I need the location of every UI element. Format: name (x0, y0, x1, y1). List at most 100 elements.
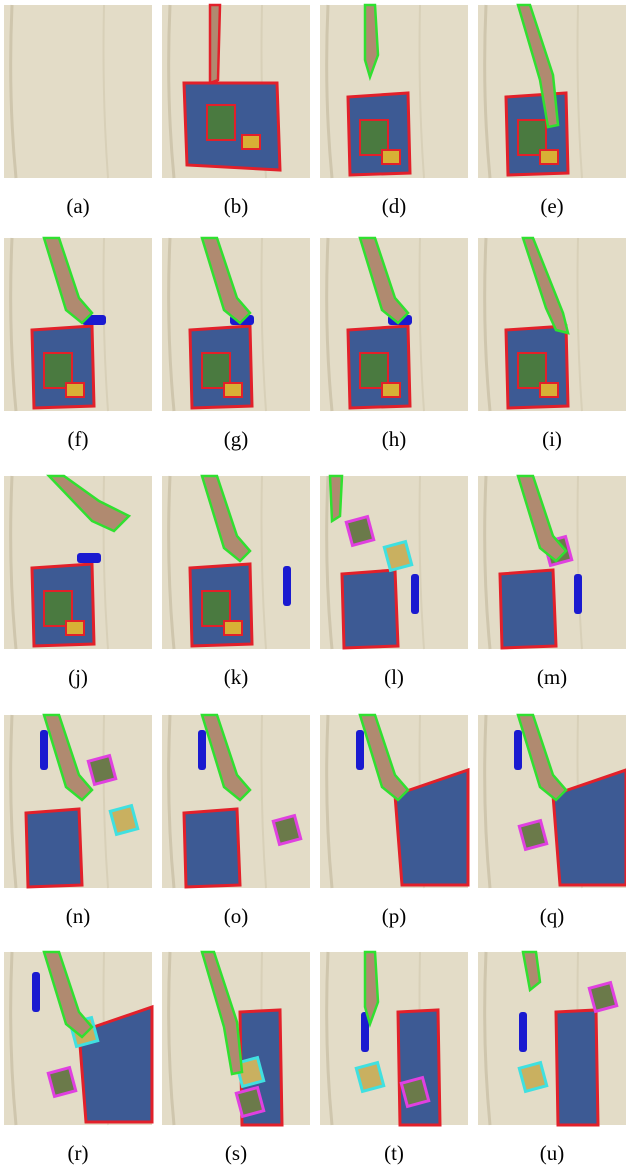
tool (361, 1012, 369, 1052)
tool (514, 730, 522, 770)
arm (200, 950, 244, 1076)
object-card (234, 1055, 266, 1089)
curtain-fold (102, 714, 109, 889)
curtain-fold (167, 951, 176, 1126)
panel-caption: (b) (224, 194, 249, 218)
panel-caption: (k) (224, 665, 249, 689)
board (393, 767, 470, 887)
panel (320, 236, 468, 412)
object-card (517, 1060, 549, 1094)
curtain-fold (325, 237, 334, 412)
panel-caption: (o) (224, 904, 249, 928)
object-card (517, 818, 549, 852)
board-box (65, 382, 85, 398)
panel (4, 4, 152, 179)
panel (478, 474, 626, 650)
object-card (344, 514, 376, 548)
panel-caption: (e) (540, 194, 563, 218)
object-card (354, 1060, 386, 1094)
object-card (271, 813, 303, 847)
arm (46, 474, 132, 533)
curtain-fold (325, 714, 334, 889)
board-box (381, 149, 401, 165)
arm (516, 713, 568, 802)
panel (478, 713, 626, 889)
panel (4, 236, 152, 412)
tool (40, 730, 48, 770)
curtain-fold (102, 237, 109, 412)
curtain-fold (9, 237, 18, 412)
panel (320, 950, 468, 1127)
arm (328, 474, 344, 524)
arm (42, 236, 94, 325)
panel (4, 713, 152, 889)
arm (358, 236, 410, 325)
object-card (587, 980, 619, 1014)
arm (516, 474, 568, 563)
object-card (234, 1085, 266, 1119)
panel (162, 474, 310, 650)
curtain-fold (9, 714, 18, 889)
board-box (241, 134, 261, 150)
tool (411, 574, 419, 614)
photo-background (320, 952, 468, 1125)
curtain-fold (102, 475, 109, 650)
curtain-fold (418, 475, 425, 650)
panel-caption: (h) (382, 427, 407, 451)
arm (208, 3, 222, 85)
board (396, 1008, 442, 1127)
curtain-fold (325, 475, 334, 650)
panel-caption: (g) (224, 427, 249, 451)
curtain-fold (9, 4, 18, 179)
board-box (223, 620, 243, 636)
board-box (539, 382, 559, 398)
object-card (108, 803, 140, 837)
object-card (86, 753, 118, 787)
tool (77, 553, 101, 563)
panel-caption: (s) (225, 1141, 247, 1165)
tool (283, 566, 291, 606)
panel (478, 236, 626, 412)
board (182, 807, 242, 889)
panel (478, 950, 626, 1127)
board (554, 1008, 600, 1127)
panel (4, 474, 152, 650)
panel-caption: (u) (540, 1141, 565, 1165)
curtain-fold (483, 4, 492, 179)
tool (32, 972, 40, 1012)
curtain-fold (418, 4, 425, 179)
arm (521, 236, 570, 335)
curtain-fold (9, 951, 18, 1126)
photo-background (4, 5, 152, 178)
tool (519, 1012, 527, 1052)
arm (200, 713, 252, 802)
board-card (206, 104, 236, 141)
panel (4, 950, 154, 1126)
panel-caption: (a) (66, 194, 89, 218)
panel-caption: (t) (384, 1141, 404, 1165)
curtain-fold (260, 475, 267, 650)
arm (42, 950, 94, 1039)
board-box (65, 620, 85, 636)
panel-caption: (i) (542, 427, 562, 451)
curtain-fold (576, 237, 583, 412)
panel (162, 3, 310, 179)
board (498, 568, 558, 650)
panel (320, 713, 470, 889)
curtain-fold (483, 951, 492, 1126)
curtain-fold (102, 4, 109, 179)
panel (320, 3, 468, 179)
panel-caption: (l) (384, 665, 404, 689)
curtain-fold (167, 4, 176, 179)
arm (200, 236, 252, 325)
board-box (223, 382, 243, 398)
panel (478, 3, 626, 179)
board-card (43, 352, 73, 389)
panel (162, 713, 310, 889)
panel-caption: (q) (540, 904, 565, 928)
panel (162, 236, 310, 412)
object-card (46, 1065, 78, 1099)
curtain-fold (260, 714, 267, 889)
panel-caption: (n) (66, 904, 91, 928)
